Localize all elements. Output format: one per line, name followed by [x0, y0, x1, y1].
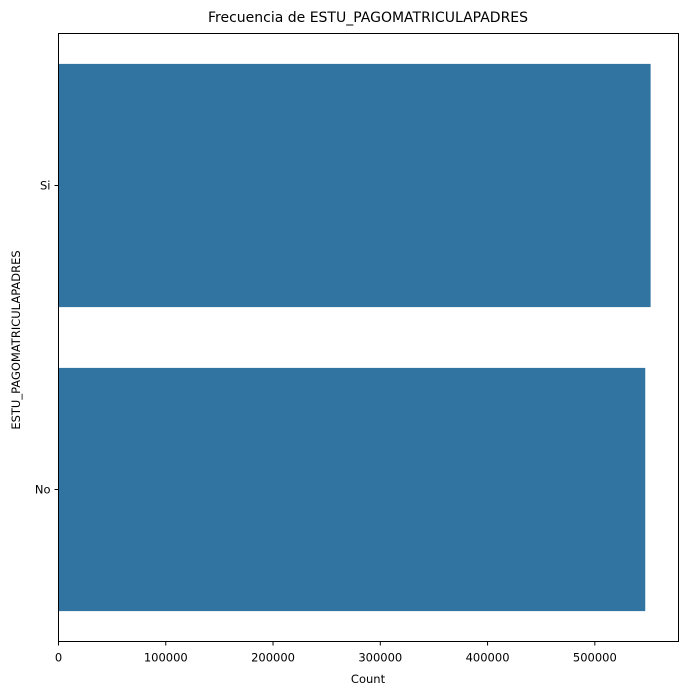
x-tick-label: 100000: [144, 651, 188, 665]
x-axis-ticks: 0 100000 200000 300000 400000 500000: [55, 641, 617, 665]
x-tick-label: 200000: [251, 651, 295, 665]
x-tick-label: 500000: [573, 651, 617, 665]
y-axis-label: ESTU_PAGOMATRICULAPADRES: [9, 250, 23, 429]
x-tick-label: 300000: [358, 651, 402, 665]
bars-group: [58, 63, 651, 612]
bar-si: [58, 63, 651, 308]
x-tick-label: 0: [55, 651, 62, 665]
y-axis-ticks: Si No: [35, 179, 59, 497]
y-tick-label: Si: [40, 179, 51, 193]
chart-title: Frecuencia de ESTU_PAGOMATRICULAPADRES: [208, 10, 528, 26]
x-axis-label: Count: [351, 672, 386, 686]
bar-no: [58, 367, 646, 612]
plot-frame: [58, 33, 679, 642]
y-tick-label: No: [35, 483, 51, 497]
x-tick-label: 400000: [466, 651, 510, 665]
